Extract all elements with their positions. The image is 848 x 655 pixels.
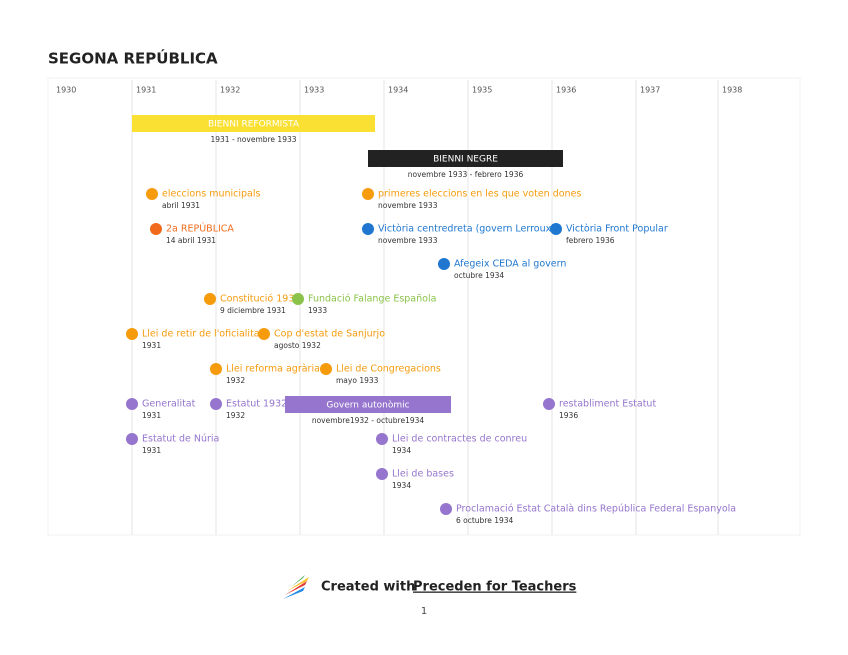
year-label: 1931 — [136, 86, 156, 95]
period-label: BIENNI REFORMISTA — [208, 120, 300, 130]
event-label: primeres eleccions en les que voten done… — [378, 189, 581, 200]
page-number: 1 — [421, 606, 427, 617]
title: SEGONA REPÚBLICA — [48, 49, 218, 68]
event-dot — [126, 433, 138, 445]
event-date: 6 octubre 1934 — [456, 516, 514, 525]
event-dot — [376, 468, 388, 480]
event-label: Llei reforma agrària — [226, 364, 320, 375]
event-date: 1931 — [142, 411, 161, 420]
event-date: 1931 — [142, 341, 161, 350]
event-label: Estatut 1932 — [226, 399, 287, 410]
year-label: 1935 — [472, 86, 492, 95]
event-date: mayo 1933 — [336, 376, 379, 385]
event-label: Constitució 1931 — [220, 294, 300, 305]
event-label: Llei de retir de l'oficialitat — [142, 329, 264, 340]
event-label: Llei de contractes de conreu — [392, 434, 527, 445]
event-label: Estatut de Núria — [142, 434, 219, 445]
year-label: 1936 — [556, 86, 576, 95]
period-date: 1931 - novembre 1933 — [210, 135, 296, 144]
event-dot — [362, 188, 374, 200]
event-dot — [320, 363, 332, 375]
year-label: 1932 — [220, 86, 240, 95]
event-dot — [376, 433, 388, 445]
period-bar — [132, 115, 375, 132]
event-date: novembre 1933 — [378, 236, 438, 245]
event-dot — [292, 293, 304, 305]
event-date: febrero 1936 — [566, 236, 615, 245]
event-label: Proclamació Estat Català dins República … — [456, 504, 736, 515]
event-dot — [362, 223, 374, 235]
event-dot — [438, 258, 450, 270]
event-label: Afegeix CEDA al govern — [454, 259, 566, 270]
event-date: octubre 1934 — [454, 271, 504, 280]
event-dot — [440, 503, 452, 515]
footer-link[interactable]: Preceden for Teachers — [413, 580, 577, 595]
event-dot — [210, 363, 222, 375]
event-dot — [126, 328, 138, 340]
year-label: 1930 — [56, 86, 76, 95]
event-date: 9 diciembre 1931 — [220, 306, 286, 315]
event-dot — [126, 398, 138, 410]
period-date: novembre 1933 - febrero 1936 — [408, 170, 524, 179]
year-label: 1934 — [388, 86, 408, 95]
period-label: BIENNI NEGRE — [433, 155, 498, 165]
event-label: restabliment Estatut — [559, 399, 656, 410]
event-dot — [146, 188, 158, 200]
event-date: 1934 — [392, 481, 411, 490]
period-bar — [285, 396, 451, 413]
event-dot — [150, 223, 162, 235]
period-bar — [368, 150, 563, 167]
footer-prefix: Created with — [321, 580, 415, 595]
event-label: Victòria Front Popular — [566, 224, 668, 235]
event-date: novembre 1933 — [378, 201, 438, 210]
event-date: abril 1931 — [162, 201, 200, 210]
event-dot — [543, 398, 555, 410]
event-date: 1932 — [226, 376, 245, 385]
logo — [283, 575, 309, 599]
event-label: Cop d'estat de Sanjurjo — [274, 329, 385, 340]
event-date: 14 abril 1931 — [166, 236, 216, 245]
year-label: 1937 — [640, 86, 660, 95]
event-date: 1933 — [308, 306, 327, 315]
event-label: Victòria centredreta (govern Lerroux) — [378, 224, 555, 235]
event-date: 1936 — [559, 411, 578, 420]
event-label: Llei de bases — [392, 469, 454, 480]
timeline-frame — [47, 77, 801, 536]
event-dot — [550, 223, 562, 235]
event-dot — [258, 328, 270, 340]
period-date: novembre1932 - octubre1934 — [312, 416, 425, 425]
event-date: agosto 1932 — [274, 341, 321, 350]
event-dot — [210, 398, 222, 410]
event-label: Llei de Congregacions — [336, 364, 441, 375]
event-date: 1932 — [226, 411, 245, 420]
event-date: 1934 — [392, 446, 411, 455]
year-label: 1933 — [304, 86, 324, 95]
event-dot — [204, 293, 216, 305]
event-date: 1931 — [142, 446, 161, 455]
event-label: 2a REPÚBLICA — [166, 223, 234, 235]
period-label: Govern autonòmic — [326, 400, 409, 411]
event-label: Fundació Falange Española — [308, 294, 436, 305]
event-label: eleccions municipals — [162, 189, 261, 200]
year-label: 1938 — [722, 86, 742, 95]
event-label: Generalitat — [142, 399, 196, 410]
